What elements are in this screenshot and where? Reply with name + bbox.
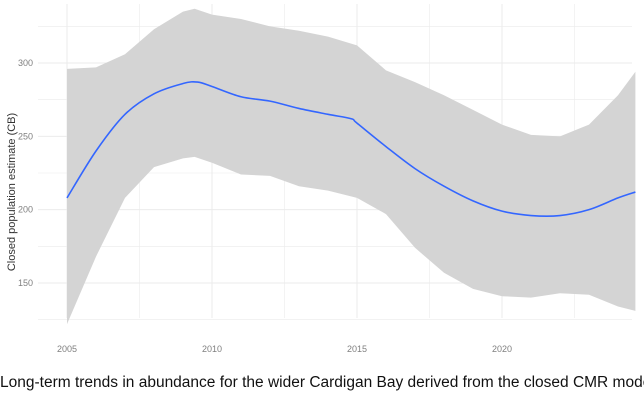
x-tick-label: 2020 — [492, 344, 512, 354]
y-tick-label: 300 — [18, 58, 33, 68]
y-tick-label: 200 — [18, 205, 33, 215]
x-tick-label: 2005 — [57, 344, 77, 354]
axis-ticks: 150 200 250 300 2005 2010 2015 2020 — [18, 58, 512, 354]
trend-chart: 150 200 250 300 2005 2010 2015 2020 Closed popu… — [6, 4, 636, 354]
trend-line — [66, 81, 636, 217]
y-tick-label: 150 — [18, 278, 33, 288]
y-tick-label: 250 — [18, 131, 33, 141]
figure-caption: Long-term trends in abundance for the wi… — [0, 374, 644, 391]
y-axis-label: Closed population estimate (CB) — [6, 113, 18, 271]
confidence-band — [67, 8, 636, 325]
x-tick-label: 2015 — [347, 344, 367, 354]
x-tick-label: 2010 — [202, 344, 222, 354]
